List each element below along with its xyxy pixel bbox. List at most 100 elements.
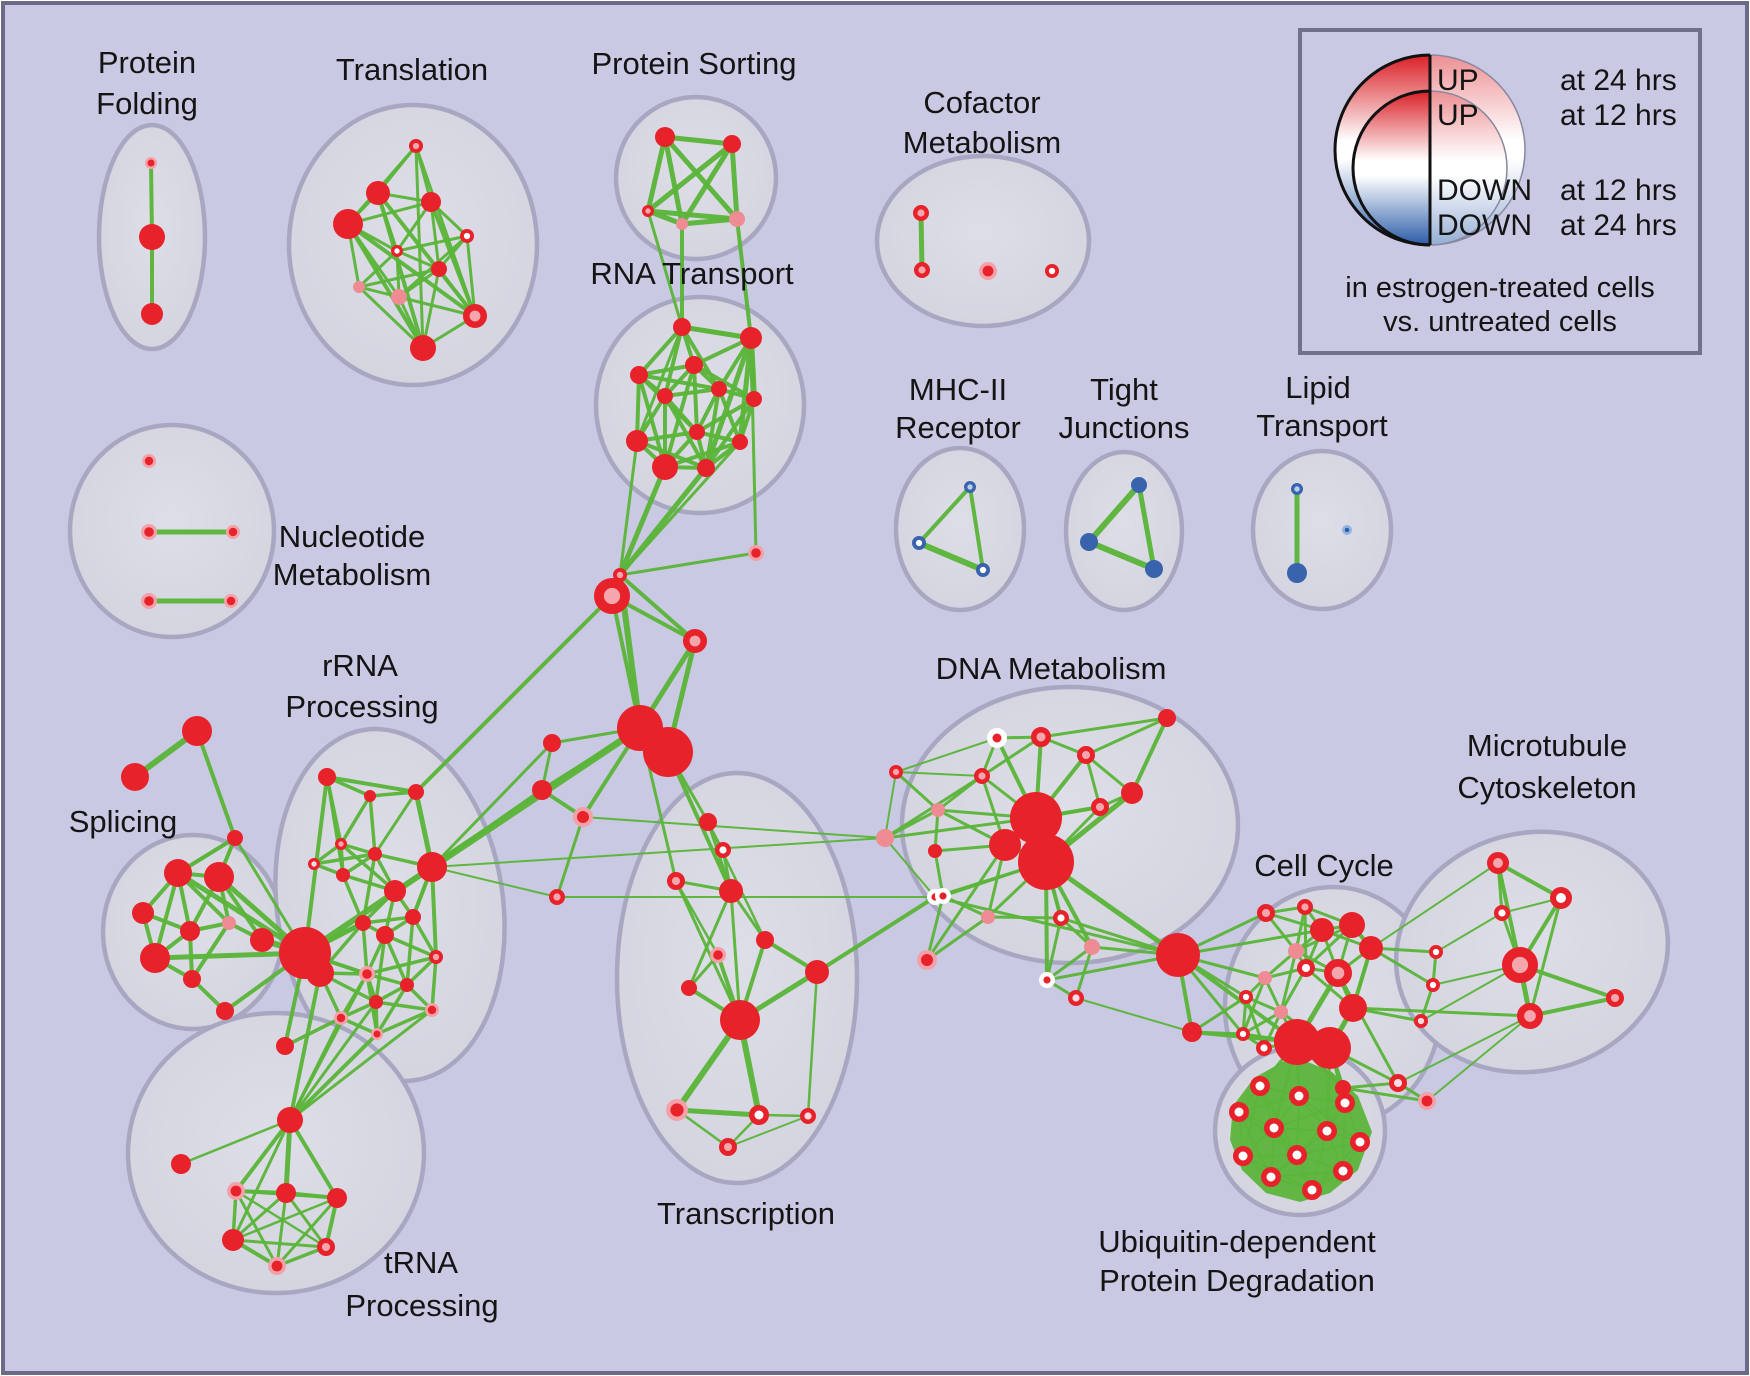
network-node — [1158, 709, 1176, 727]
network-edge — [1426, 1015, 1531, 1102]
network-edge — [1528, 996, 1617, 1018]
network-edge — [284, 1191, 328, 1249]
network-node — [318, 768, 336, 786]
network-node — [364, 790, 376, 802]
network-node — [384, 880, 406, 902]
network-node — [1052, 910, 1069, 927]
cluster-ellipse-protein_sorting — [613, 94, 779, 262]
cluster-ellipse-lipid — [1250, 448, 1394, 612]
network-nodes — [121, 127, 1624, 1276]
network-node — [216, 1002, 234, 1020]
cluster-label-microtubule: Cytoskeleton — [1457, 770, 1636, 805]
network-node — [987, 728, 1007, 748]
network-node — [1236, 1027, 1251, 1042]
network-node — [666, 1098, 689, 1121]
network-edge — [431, 837, 886, 868]
network-edge — [1075, 997, 1193, 1033]
network-edge — [288, 972, 369, 1122]
network-edge — [357, 285, 425, 350]
network-node — [424, 1003, 439, 1018]
network-edge — [283, 1016, 343, 1048]
network-node — [225, 525, 240, 540]
network-node — [462, 303, 487, 328]
network-node — [222, 1229, 244, 1251]
network-node — [1309, 1027, 1351, 1069]
network-edge — [925, 894, 945, 962]
network-node — [711, 381, 727, 397]
network-node — [975, 562, 990, 577]
cluster-label-protein_folding: Protein — [98, 45, 196, 80]
network-edge — [895, 737, 998, 773]
network-node — [333, 209, 363, 239]
network-node — [1605, 988, 1624, 1007]
network-edge — [704, 397, 756, 470]
network-edge — [231, 1196, 339, 1242]
network-edge — [635, 325, 684, 443]
network-node — [223, 594, 238, 609]
network-edge — [727, 1115, 809, 1148]
network-node — [277, 1107, 303, 1133]
network-edge — [645, 134, 668, 214]
network-edge — [679, 216, 740, 227]
network-node — [1317, 1121, 1337, 1141]
network-node — [355, 915, 371, 931]
network-edge — [429, 200, 441, 271]
network-node — [391, 289, 407, 305]
network-node — [1258, 971, 1272, 985]
network-edge — [1136, 482, 1157, 572]
cluster-label-cell_cycle: Cell Cycle — [1254, 848, 1394, 883]
network-edge — [916, 540, 986, 573]
network-node — [1289, 1086, 1309, 1106]
network-node — [682, 628, 707, 653]
network-edge — [687, 889, 733, 990]
network-edge — [1176, 953, 1299, 1044]
network-edge — [1176, 928, 1324, 957]
network-edge — [288, 971, 322, 1122]
network-node — [368, 847, 382, 861]
network-edge — [637, 373, 667, 469]
network-node — [1256, 903, 1275, 922]
network-node — [928, 844, 942, 858]
network-node — [756, 931, 774, 949]
legend-caption-line1: in estrogen-treated cells — [1345, 272, 1655, 304]
network-node — [673, 318, 691, 336]
cluster-label-nucleotide: Nucleotide — [279, 519, 425, 554]
legend-outer-left-arc — [1333, 53, 1431, 247]
network-edge — [1045, 945, 1094, 982]
network-node — [935, 888, 952, 905]
cluster-label-protein_sorting: Protein Sorting — [591, 46, 796, 81]
network-node — [334, 838, 347, 851]
network-node — [573, 807, 593, 827]
network-node — [267, 1257, 286, 1276]
cluster-label-nucleotide: Metabolism — [273, 557, 432, 592]
network-node — [171, 1154, 191, 1174]
network-node — [140, 943, 170, 973]
cluster-label-translation: Translation — [336, 52, 488, 87]
network-edge — [190, 921, 231, 981]
network-edge — [895, 771, 983, 777]
network-node — [642, 204, 655, 217]
cluster-ellipse-mhc — [893, 445, 1027, 613]
cluster-label-splicing: Splicing — [69, 804, 178, 839]
cluster-label-mhc: MHC-II — [909, 372, 1007, 407]
legend-box — [1298, 28, 1702, 355]
network-node — [1080, 533, 1098, 551]
network-node — [121, 763, 149, 791]
network-edge — [431, 866, 558, 898]
legend-inner-left-arc — [1351, 89, 1431, 247]
network-edge — [288, 1008, 434, 1122]
network-node — [408, 139, 423, 154]
network-node — [1296, 899, 1313, 916]
network-edge — [234, 1189, 279, 1268]
network-node — [1233, 1146, 1253, 1166]
network-edge — [375, 983, 409, 1036]
cluster-label-lipid: Lipid — [1285, 370, 1351, 405]
network-node — [1182, 1022, 1202, 1042]
network-node — [1287, 1145, 1307, 1165]
cluster-label-tight_junctions: Junctions — [1059, 410, 1190, 445]
network-node — [307, 858, 320, 871]
network-edge — [429, 200, 477, 318]
network-edge — [376, 191, 477, 318]
network-node — [1287, 563, 1307, 583]
